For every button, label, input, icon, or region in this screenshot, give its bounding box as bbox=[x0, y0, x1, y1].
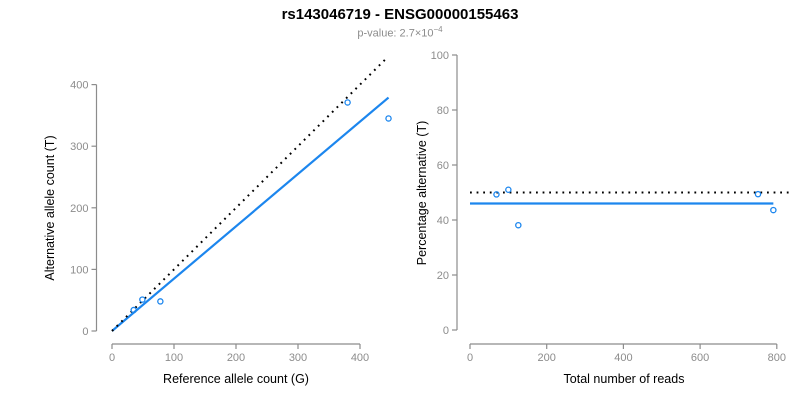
left-scatter-panel: 0 100 200 300 400 0 100 200 300 400 bbox=[70, 56, 392, 364]
x-tick-label: 300 bbox=[289, 352, 307, 364]
p-value-exponent: −4 bbox=[433, 25, 443, 34]
p-value-subtitle: p-value: 2.7×10−4 bbox=[0, 25, 800, 40]
y-tick-label: 400 bbox=[70, 80, 88, 92]
right-plot-x-axis-title: Total number of reads bbox=[564, 372, 685, 386]
identity-line bbox=[111, 56, 389, 332]
y-tick-label: 100 bbox=[431, 50, 449, 62]
p-value-text: p-value: 2.7×10 bbox=[357, 27, 434, 40]
y-tick-label: 0 bbox=[443, 325, 449, 337]
plot-title: rs143046719 - ENSG00000155463 bbox=[281, 6, 519, 23]
left-plot-y-axis-title: Alternative allele count (T) bbox=[43, 135, 57, 280]
data-point bbox=[754, 190, 762, 198]
y-tick-label: 100 bbox=[70, 264, 88, 276]
data-point bbox=[770, 206, 777, 214]
left-plot-x-axis-title: Reference allele count (G) bbox=[163, 372, 309, 386]
right-plot-y-axis-title: Percentage alternative (T) bbox=[415, 121, 429, 266]
x-tick-label: 800 bbox=[768, 352, 786, 364]
x-tick-label: 600 bbox=[691, 352, 709, 364]
y-tick-label: 20 bbox=[437, 270, 449, 282]
x-tick-label: 400 bbox=[351, 352, 369, 364]
y-tick-label: 60 bbox=[437, 160, 449, 172]
data-point bbox=[344, 99, 351, 106]
data-point bbox=[130, 306, 137, 314]
data-point bbox=[515, 221, 522, 229]
x-tick-label: 100 bbox=[165, 352, 183, 364]
data-point bbox=[139, 296, 146, 303]
x-tick-label: 200 bbox=[538, 352, 556, 364]
y-tick-label: 0 bbox=[82, 326, 88, 338]
regression-line bbox=[111, 96, 390, 332]
y-tick-label: 300 bbox=[70, 141, 88, 153]
data-point bbox=[505, 186, 512, 193]
data-point bbox=[385, 115, 392, 122]
data-point bbox=[493, 191, 500, 198]
data-point bbox=[157, 298, 164, 305]
y-tick-label: 40 bbox=[437, 215, 449, 227]
x-tick-label: 400 bbox=[614, 352, 632, 364]
x-tick-label: 0 bbox=[467, 352, 473, 364]
y-tick-label: 200 bbox=[70, 203, 88, 215]
x-tick-label: 0 bbox=[109, 352, 115, 364]
x-tick-label: 200 bbox=[227, 352, 245, 364]
right-scatter-panel: 0 20 40 60 80 100 0 200 400 600 800 bbox=[431, 50, 793, 364]
y-tick-label: 80 bbox=[437, 105, 449, 117]
